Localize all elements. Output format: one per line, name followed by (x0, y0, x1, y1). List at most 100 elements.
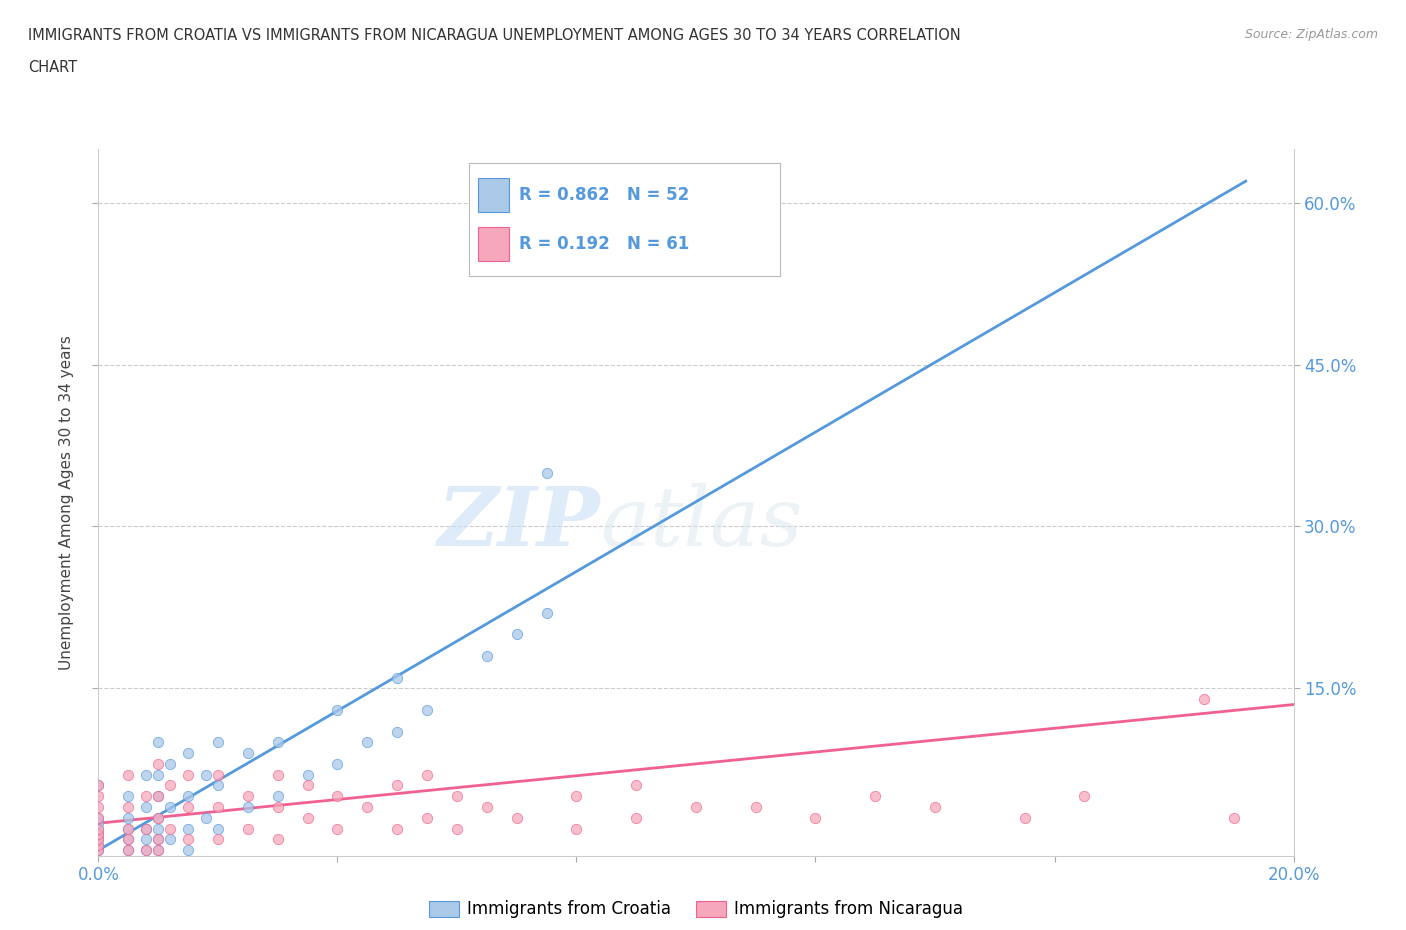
Point (148, 789, 170, 804)
Point (117, 843, 139, 857)
Point (416, 702, 439, 717)
Point (326, 821, 349, 836)
Point (267, 767, 290, 782)
Point (87, 832, 110, 847)
Point (159, 821, 181, 836)
Point (87, 821, 110, 836)
Point (297, 767, 319, 782)
Point (117, 767, 139, 782)
Point (135, 800, 157, 815)
Point (536, 465, 558, 480)
Point (87, 843, 110, 857)
Point (446, 821, 468, 836)
Point (135, 821, 157, 836)
Point (745, 800, 768, 815)
Point (267, 832, 290, 847)
Point (148, 832, 170, 847)
Point (236, 789, 259, 804)
Point (297, 778, 319, 793)
Point (565, 821, 588, 836)
Point (148, 735, 170, 750)
Point (924, 800, 946, 815)
Point (236, 821, 259, 836)
Point (207, 735, 229, 750)
Point (148, 789, 170, 804)
Point (326, 789, 349, 804)
Point (148, 821, 170, 836)
Point (177, 746, 200, 761)
Point (177, 843, 200, 857)
Point (536, 605, 558, 620)
Point (267, 735, 290, 750)
Point (177, 821, 200, 836)
Point (177, 789, 200, 804)
Point (148, 756, 170, 771)
Legend: Immigrants from Croatia, Immigrants from Nicaragua: Immigrants from Croatia, Immigrants from… (422, 894, 970, 925)
Point (207, 778, 229, 793)
Point (475, 800, 498, 815)
Point (385, 671, 409, 685)
Point (1192, 692, 1215, 707)
Point (236, 800, 259, 815)
Point (195, 810, 218, 825)
Point (446, 789, 468, 804)
Point (135, 832, 157, 847)
Point (117, 832, 139, 847)
Point (685, 800, 707, 815)
Point (87, 827, 110, 842)
Point (148, 810, 170, 825)
Point (87, 827, 110, 842)
Point (356, 735, 378, 750)
Text: IMMIGRANTS FROM CROATIA VS IMMIGRANTS FROM NICARAGUA UNEMPLOYMENT AMONG AGES 30 : IMMIGRANTS FROM CROATIA VS IMMIGRANTS FR… (28, 28, 960, 43)
Point (267, 789, 290, 804)
Point (416, 767, 439, 782)
Point (1014, 810, 1036, 825)
Y-axis label: Unemployment Among Ages 30 to 34 years: Unemployment Among Ages 30 to 34 years (59, 335, 75, 670)
Point (416, 810, 439, 825)
Point (626, 778, 648, 793)
Point (148, 843, 170, 857)
Point (135, 843, 157, 857)
Point (177, 767, 200, 782)
Point (297, 810, 319, 825)
Text: Source: ZipAtlas.com: Source: ZipAtlas.com (1244, 28, 1378, 41)
Point (117, 789, 139, 804)
Point (804, 810, 827, 825)
Point (207, 767, 229, 782)
Point (117, 843, 139, 857)
Text: ZIP: ZIP (437, 484, 600, 564)
Point (148, 767, 170, 782)
Point (177, 800, 200, 815)
Point (236, 746, 259, 761)
Text: CHART: CHART (28, 60, 77, 75)
Point (326, 756, 349, 771)
Point (1073, 789, 1095, 804)
Point (148, 843, 170, 857)
Point (385, 778, 409, 793)
Point (87, 837, 110, 852)
Point (195, 767, 218, 782)
Point (87, 821, 110, 836)
Point (1223, 810, 1246, 825)
Point (87, 837, 110, 852)
Point (87, 778, 110, 793)
Point (135, 789, 157, 804)
Point (159, 800, 181, 815)
Point (117, 800, 139, 815)
Point (117, 821, 139, 836)
Point (87, 789, 110, 804)
Point (87, 810, 110, 825)
Point (385, 821, 409, 836)
Point (87, 778, 110, 793)
Point (87, 810, 110, 825)
Point (207, 832, 229, 847)
Point (87, 800, 110, 815)
Point (148, 810, 170, 825)
Point (135, 843, 157, 857)
Point (865, 789, 887, 804)
Point (207, 800, 229, 815)
Point (207, 821, 229, 836)
Point (159, 832, 181, 847)
Point (177, 832, 200, 847)
Point (626, 810, 648, 825)
